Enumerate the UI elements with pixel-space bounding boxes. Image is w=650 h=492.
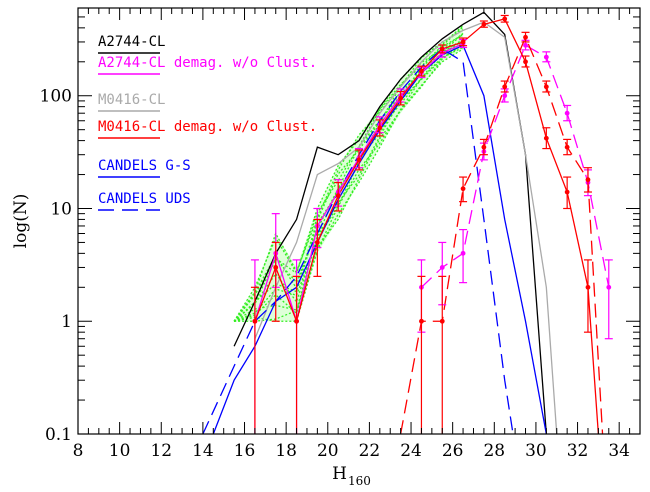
series-line [202,48,514,435]
series-markers [250,14,613,434]
x-tick-label: 20 [317,441,339,461]
plot-frame [77,7,641,435]
x-tick-label: 8 [73,441,84,461]
data-point [273,265,279,270]
data-point [481,144,487,150]
legend-entry-label: CANDELS G-S [98,158,191,174]
data-point [252,318,258,324]
data-point [564,189,570,195]
series-line [399,35,604,435]
ensemble-realization-line [234,43,464,322]
x-tick-label: 26 [442,441,464,461]
data-point [314,240,320,245]
legend-entry-label: M0416-CL demag. w/o Clust. [98,119,317,135]
x-tick-label: 14 [192,441,214,461]
x-tick-label: 18 [275,441,297,461]
data-point [523,59,528,65]
x-tick-label: 16 [234,441,256,461]
data-point [419,68,424,74]
y-axis-label: log(N) [11,194,31,249]
series-line [254,18,600,435]
legend-entry-label: CANDELS UDS [98,191,191,207]
x-tick-label: 12 [150,441,172,461]
data-point [543,135,549,141]
series-line [212,44,547,435]
data-point [523,42,528,48]
series-line [420,44,610,288]
x-axis-label-subscript: 160 [348,474,371,488]
data-point [564,144,570,150]
data-point [585,284,591,290]
x-tick-label: 24 [400,441,422,461]
data-point [419,318,424,324]
data-point [502,93,508,99]
data-point [439,265,445,270]
series-line [233,11,547,435]
data-point [377,125,383,131]
y-tick-label: 10 [50,199,72,219]
data-point [502,84,508,90]
axes: 8 10 12 14 16 18 20 22 24 26 28 30 32 34 0.1 1 10 100 [40,7,641,461]
y-tick-label: 1 [61,312,72,332]
data-point [502,16,508,22]
x-axis-label: H [332,464,347,484]
x-tick-label: 30 [525,441,547,461]
x-tick-label: 10 [109,441,131,461]
ensemble-realization-line [233,38,464,322]
data-point [481,21,487,27]
x-tick-label: 28 [483,441,505,461]
series-line [254,21,558,435]
y-tick-label: 100 [40,87,72,107]
x-tick-label: 32 [567,441,589,461]
legend-entry-label: A2744-CL [98,34,165,50]
legend-entry-label: A2744-CL demag. w/o Clust. [98,55,317,71]
data-point [543,84,549,90]
data-point [460,39,466,45]
data-point [294,318,299,324]
ensemble-realization-line [233,24,464,322]
data-point [439,318,445,324]
data-point [335,193,341,199]
data-point [543,54,549,60]
data-point [606,284,612,290]
ensemble-realization-line [233,46,464,322]
data-point [585,177,591,183]
data-point [460,186,466,192]
data-point [523,34,528,40]
legend: A2744-CL A2744-CL demag. w/o Clust. M0416-… [98,34,317,211]
x-tick-label: 34 [608,441,630,461]
y-tick-label: 0.1 [45,425,72,445]
data-point [356,157,362,163]
data-point [564,110,570,116]
data-point [439,46,445,52]
legend-entry-label: M0416-CL [98,92,165,108]
data-point [460,250,466,256]
x-tick-label: 22 [359,441,381,461]
data-point [398,95,404,101]
